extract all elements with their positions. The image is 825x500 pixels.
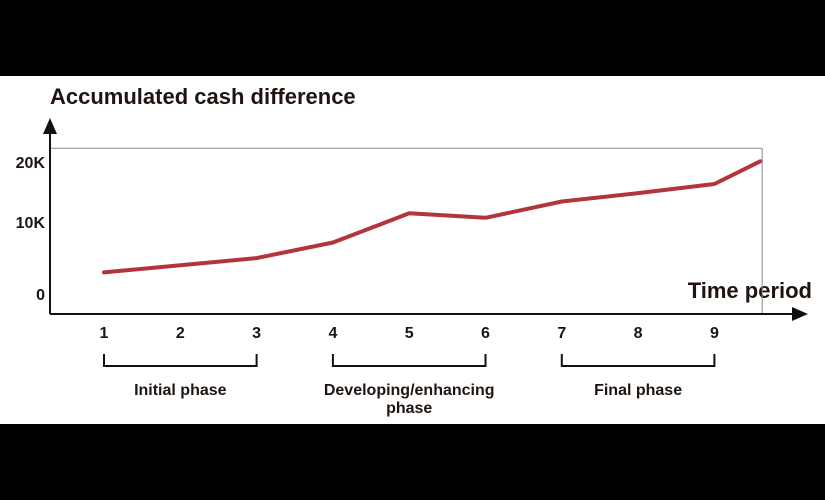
phase-label: Developing/enhancing phase — [324, 382, 495, 417]
x-tick-label: 2 — [176, 325, 185, 342]
phase-bracket — [560, 354, 716, 367]
x-tick-label: 5 — [405, 325, 414, 342]
phase-bracket — [103, 354, 258, 367]
line-chart: Accumulated cash difference Time period … — [16, 84, 812, 417]
x-tick-label: 1 — [100, 325, 109, 342]
x-axis-label: Time period — [688, 278, 812, 303]
x-tick-label: 3 — [252, 325, 261, 342]
phase-bracket — [331, 354, 487, 367]
x-tick-label: 6 — [481, 325, 490, 342]
x-tick-label: 4 — [328, 325, 337, 342]
y-tick-label: 20K — [16, 155, 46, 172]
x-tick-label: 9 — [710, 325, 719, 342]
y-axis-arrow — [43, 118, 57, 134]
phase-label: Final phase — [594, 382, 682, 399]
y-tick-label: 10K — [16, 215, 46, 232]
chart-frame: Accumulated cash difference Time period … — [0, 76, 825, 424]
cash-difference-line — [102, 159, 763, 275]
x-tick-label: 8 — [634, 325, 643, 342]
y-tick-label: 0 — [36, 287, 45, 304]
x-tick-label: 7 — [557, 325, 566, 342]
x-axis-arrow — [792, 307, 808, 321]
phase-label: Initial phase — [134, 382, 227, 399]
y-axis-label: Accumulated cash difference — [50, 84, 356, 109]
